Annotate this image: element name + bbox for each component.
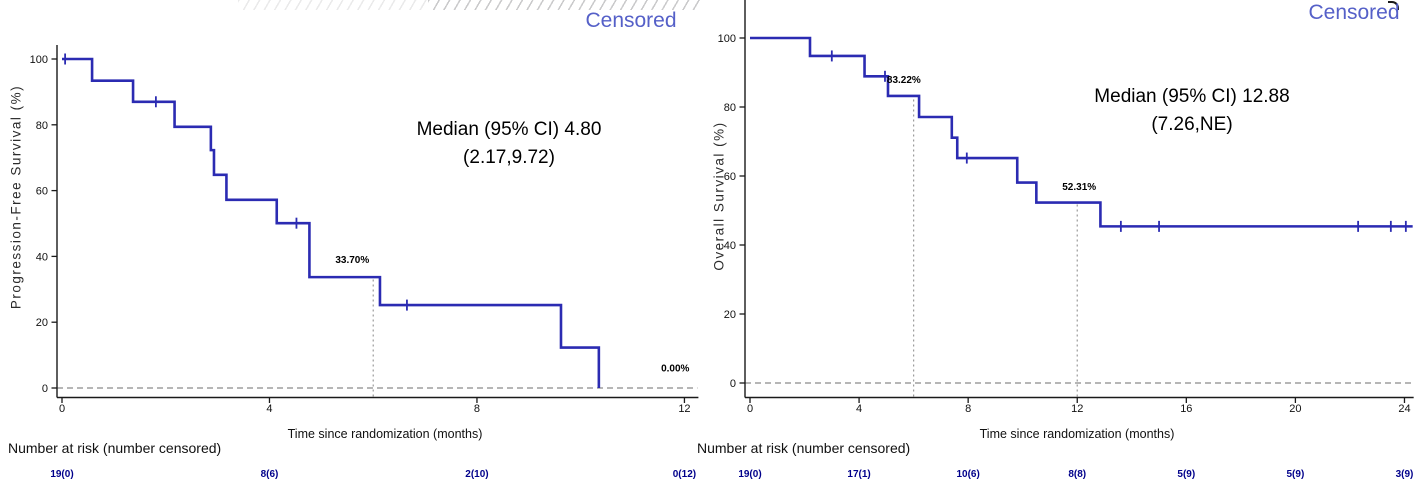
os-x-tick-label: 16 (1180, 403, 1192, 415)
os-y-tick-label: 60 (724, 171, 736, 183)
pfs-x-axis-title: Time since randomization (months) (287, 427, 483, 441)
pfs-y-tick-label: 60 (36, 186, 48, 198)
pfs-censored-label: Censored (585, 9, 677, 32)
os-risk-value: 5(9) (1177, 469, 1195, 480)
pfs-y-axis-title: Progression-Free Survival (%) (8, 84, 24, 310)
os-x-tick-label: 20 (1289, 403, 1301, 415)
os-y-tick-label: 20 (724, 309, 736, 321)
cursor-artifact (1388, 1, 1399, 10)
hatch-artifact-light (238, 0, 428, 10)
pfs-risk-value: 2(10) (465, 469, 488, 480)
pfs-median-annotation: Median (95% CI) 4.80 (2.17,9.72) (389, 116, 629, 172)
os-risk-value: 8(8) (1068, 469, 1086, 480)
pfs-y-tick-label: 80 (36, 120, 48, 132)
pfs-median-line1: Median (95% CI) 4.80 (416, 119, 602, 140)
os-y-tick-label: 0 (730, 378, 736, 390)
os-x-axis-title: Time since randomization (months) (979, 427, 1175, 441)
os-median-annotation: Median (95% CI) 12.88 (7.26,NE) (1072, 83, 1312, 139)
pfs-x-tick-label: 0 (59, 403, 65, 415)
pfs-survival-curve (62, 57, 601, 388)
os-x-tick-label: 0 (747, 403, 753, 415)
pfs-x-tick-label: 8 (474, 403, 480, 415)
pfs-risk-value: 8(6) (261, 469, 279, 480)
os-survival-curve (750, 36, 1413, 228)
pfs-y-tick-label: 20 (36, 317, 48, 329)
os-risk-value: 3(9) (1396, 469, 1414, 480)
os-y-tick-label: 100 (718, 33, 736, 45)
pfs-x-tick-label: 12 (678, 403, 690, 415)
hatch-artifact-dark (428, 0, 700, 10)
os-y-tick-label: 80 (724, 102, 736, 114)
pfs-annotation-label: 33.70% (335, 255, 369, 266)
os-median-line1: Median (95% CI) 12.88 (1094, 86, 1290, 107)
pfs-y-tick-label: 0 (42, 383, 48, 395)
pfs-annotation-label: 0.00% (661, 364, 689, 375)
os-y-axis-title: Overall Survival (%) (711, 121, 727, 271)
os-risk-table-header: Number at risk (number censored) (697, 440, 911, 456)
pfs-y-tick-label: 40 (36, 251, 48, 263)
os-risk-value: 19(0) (738, 469, 761, 480)
os-annotation-label: 83.22% (887, 75, 921, 86)
pfs-risk-table-header: Number at risk (number censored) (8, 440, 222, 456)
pfs-risk-value: 0(12) (673, 469, 696, 480)
os-y-tick-label: 40 (724, 240, 736, 252)
pfs-y-tick-label: 100 (30, 54, 48, 66)
os-risk-value: 17(1) (847, 469, 870, 480)
os-x-tick-label: 4 (856, 403, 862, 415)
pfs-risk-value: 19(0) (50, 469, 73, 480)
pfs-x-tick-label: 4 (266, 403, 272, 415)
os-median-line2: (7.26,NE) (1151, 114, 1233, 135)
os-x-tick-label: 24 (1398, 403, 1410, 415)
os-risk-value: 5(9) (1287, 469, 1305, 480)
os-risk-value: 10(6) (956, 469, 979, 480)
pfs-median-line2: (2.17,9.72) (463, 147, 555, 168)
os-x-tick-label: 12 (1071, 403, 1083, 415)
os-x-tick-label: 8 (965, 403, 971, 415)
os-annotation-label: 52.31% (1062, 182, 1096, 193)
os-censored-label: Censored (1308, 1, 1400, 24)
